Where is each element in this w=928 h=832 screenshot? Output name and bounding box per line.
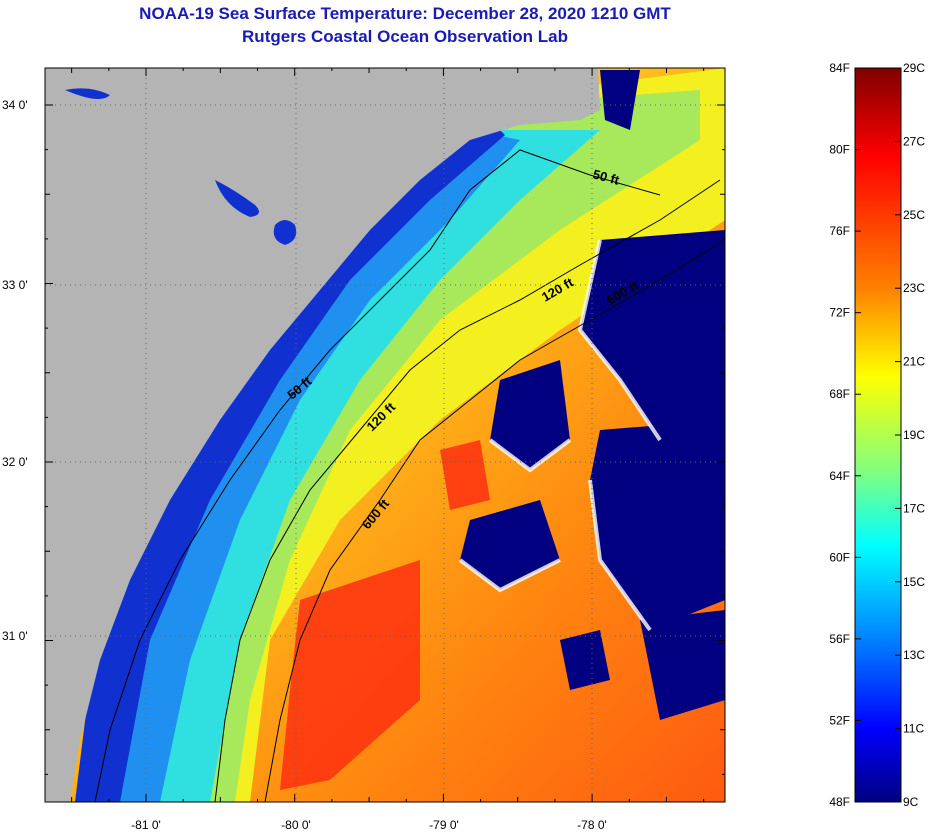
cloud-edge — [458, 239, 662, 632]
longitude-labels: -81 0' -80 0' -79 0' -78 0' — [131, 818, 607, 832]
colorbar-c-label: 23C — [903, 281, 925, 295]
inland-lake — [65, 88, 110, 99]
colorbar-f-label: 56F — [829, 632, 850, 646]
colorbar-f-label: 84F — [829, 61, 850, 75]
latitude-labels: 34 0' 33 0' 32 0' 31 0' — [2, 98, 28, 643]
lon-label-79: -79 0' — [429, 818, 459, 832]
colorbar-ticks — [855, 67, 901, 803]
colorbar-celsius-labels: 29C 27C 25C 23C 21C 19C 17C 15C 13C 11C 9C — [903, 61, 925, 809]
colorbar-f-label: 76F — [829, 224, 850, 238]
colorbar-c-label: 17C — [903, 501, 925, 515]
inland-lake — [273, 220, 297, 245]
colorbar-c-label: 11C — [903, 722, 924, 736]
cloud-mask — [490, 360, 570, 470]
frame-ticks — [45, 68, 725, 802]
warm-patch — [280, 560, 420, 790]
colorbar-c-label: 25C — [903, 208, 925, 222]
cloud-mask — [600, 70, 640, 130]
isobath-120ft — [214, 179, 721, 802]
colorbar-c-label: 27C — [903, 134, 925, 148]
lat-label-32: 32 0' — [2, 455, 28, 469]
colorbar-f-label: 72F — [829, 306, 850, 320]
lat-label-31: 31 0' — [2, 629, 28, 643]
inland-lake — [215, 180, 259, 217]
lon-label-80: -80 0' — [281, 818, 311, 832]
colorbar: 84F 80F 76F 72F 68F 64F 60F 56F 52F 48F 29C 27C 25C… — [829, 61, 925, 809]
isobath-50ft — [94, 149, 661, 802]
isobath-600ft — [264, 239, 725, 802]
colorbar-f-label: 64F — [829, 469, 850, 483]
colorbar-c-label: 13C — [903, 648, 925, 662]
map-imagery — [45, 68, 725, 802]
cloud-mask — [640, 610, 725, 720]
land — [45, 68, 600, 802]
map-title: NOAA-19 Sea Surface Temperature: Decembe… — [139, 4, 671, 23]
colorbar-c-label: 19C — [903, 428, 925, 442]
cloud-mask — [560, 630, 610, 690]
colorbar-scale — [854, 67, 902, 803]
colorbar-c-label: 9C — [903, 795, 919, 809]
cyan-band — [120, 130, 600, 802]
cloud-mask — [590, 420, 725, 630]
lat-label-34: 34 0' — [2, 98, 28, 112]
colorbar-f-label: 80F — [829, 143, 850, 157]
colorbar-fahrenheit-labels: 84F 80F 76F 72F 68F 64F 60F 56F 52F 48F — [829, 61, 850, 809]
map-subtitle: Rutgers Coastal Ocean Observation Lab — [242, 27, 568, 46]
colorbar-f-label: 48F — [829, 795, 850, 809]
warm-patch — [440, 440, 490, 510]
colorbar-c-label: 15C — [903, 575, 925, 589]
cloud-mask — [460, 500, 560, 590]
graticule — [45, 68, 725, 802]
lat-label-33: 33 0' — [2, 278, 28, 292]
colorbar-f-label: 68F — [829, 387, 850, 401]
colorbar-c-label: 29C — [903, 61, 925, 75]
contour-label-50ft-north: 50 ft — [591, 166, 621, 188]
cloud-mask — [580, 230, 725, 440]
colorbar-f-label: 60F — [829, 550, 850, 564]
map-frame — [44, 67, 726, 803]
nearshore-blue — [90, 130, 520, 802]
midshelf-band — [130, 68, 725, 802]
lon-label-78: -78 0' — [577, 818, 607, 832]
colorbar-f-label: 52F — [829, 713, 850, 727]
colorbar-c-label: 21C — [903, 355, 925, 369]
lon-label-81: -81 0' — [131, 818, 161, 832]
